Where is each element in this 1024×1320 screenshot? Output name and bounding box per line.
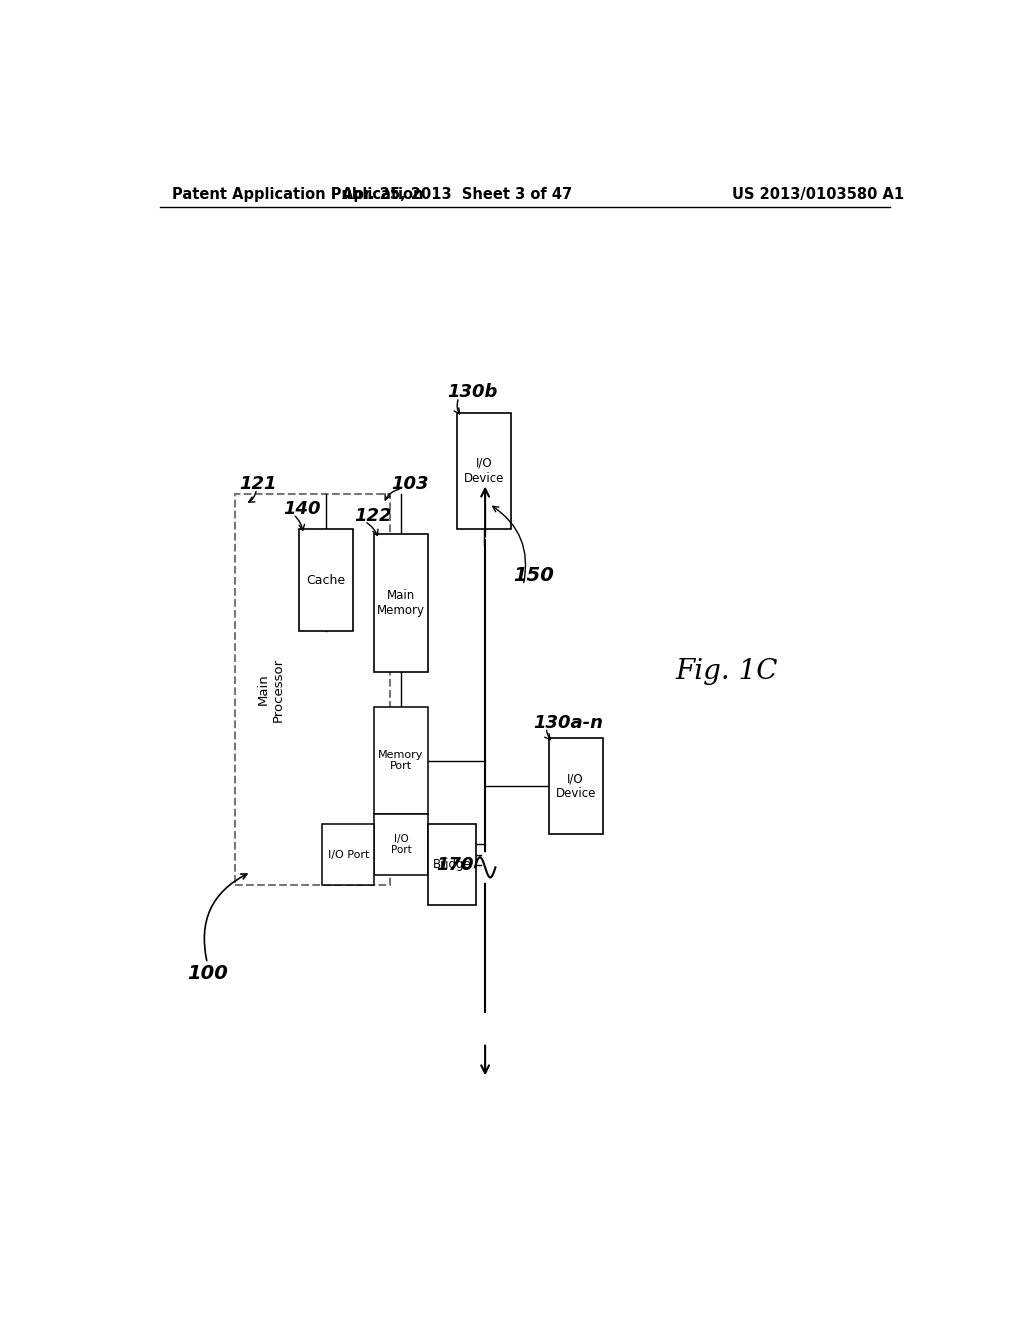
Bar (458, 413, 511, 529)
Text: 103: 103 (391, 475, 429, 492)
Text: Patent Application Publication: Patent Application Publication (172, 187, 423, 202)
Text: US 2013/0103580 A1: US 2013/0103580 A1 (732, 187, 904, 202)
Text: Main
Processor: Main Processor (257, 657, 285, 722)
Text: Bridge: Bridge (432, 858, 471, 871)
Bar (428, 824, 475, 906)
Bar (374, 814, 428, 875)
Text: Apr. 25, 2013  Sheet 3 of 47: Apr. 25, 2013 Sheet 3 of 47 (342, 187, 572, 202)
Text: Memory
Port: Memory Port (378, 750, 424, 771)
Text: 100: 100 (187, 964, 228, 983)
Text: I/O
Device: I/O Device (555, 772, 596, 800)
Bar (549, 738, 602, 834)
Bar (323, 824, 374, 886)
Text: 122: 122 (354, 507, 391, 525)
Text: 150: 150 (513, 566, 554, 585)
Text: Main
Memory: Main Memory (377, 589, 425, 616)
Text: 130b: 130b (447, 383, 498, 401)
Text: I/O Port: I/O Port (328, 850, 369, 859)
Text: 140: 140 (284, 500, 322, 517)
Text: I/O
Port: I/O Port (390, 834, 412, 855)
Bar (299, 529, 352, 631)
Text: Cache: Cache (306, 574, 345, 586)
Bar (374, 708, 428, 814)
Text: I/O
Device: I/O Device (464, 457, 505, 484)
Text: 130a-n: 130a-n (532, 714, 603, 731)
Text: Fig. 1C: Fig. 1C (676, 659, 778, 685)
Text: 170: 170 (436, 855, 473, 874)
Bar (374, 535, 428, 672)
Bar (236, 494, 390, 886)
Text: 121: 121 (240, 475, 276, 492)
